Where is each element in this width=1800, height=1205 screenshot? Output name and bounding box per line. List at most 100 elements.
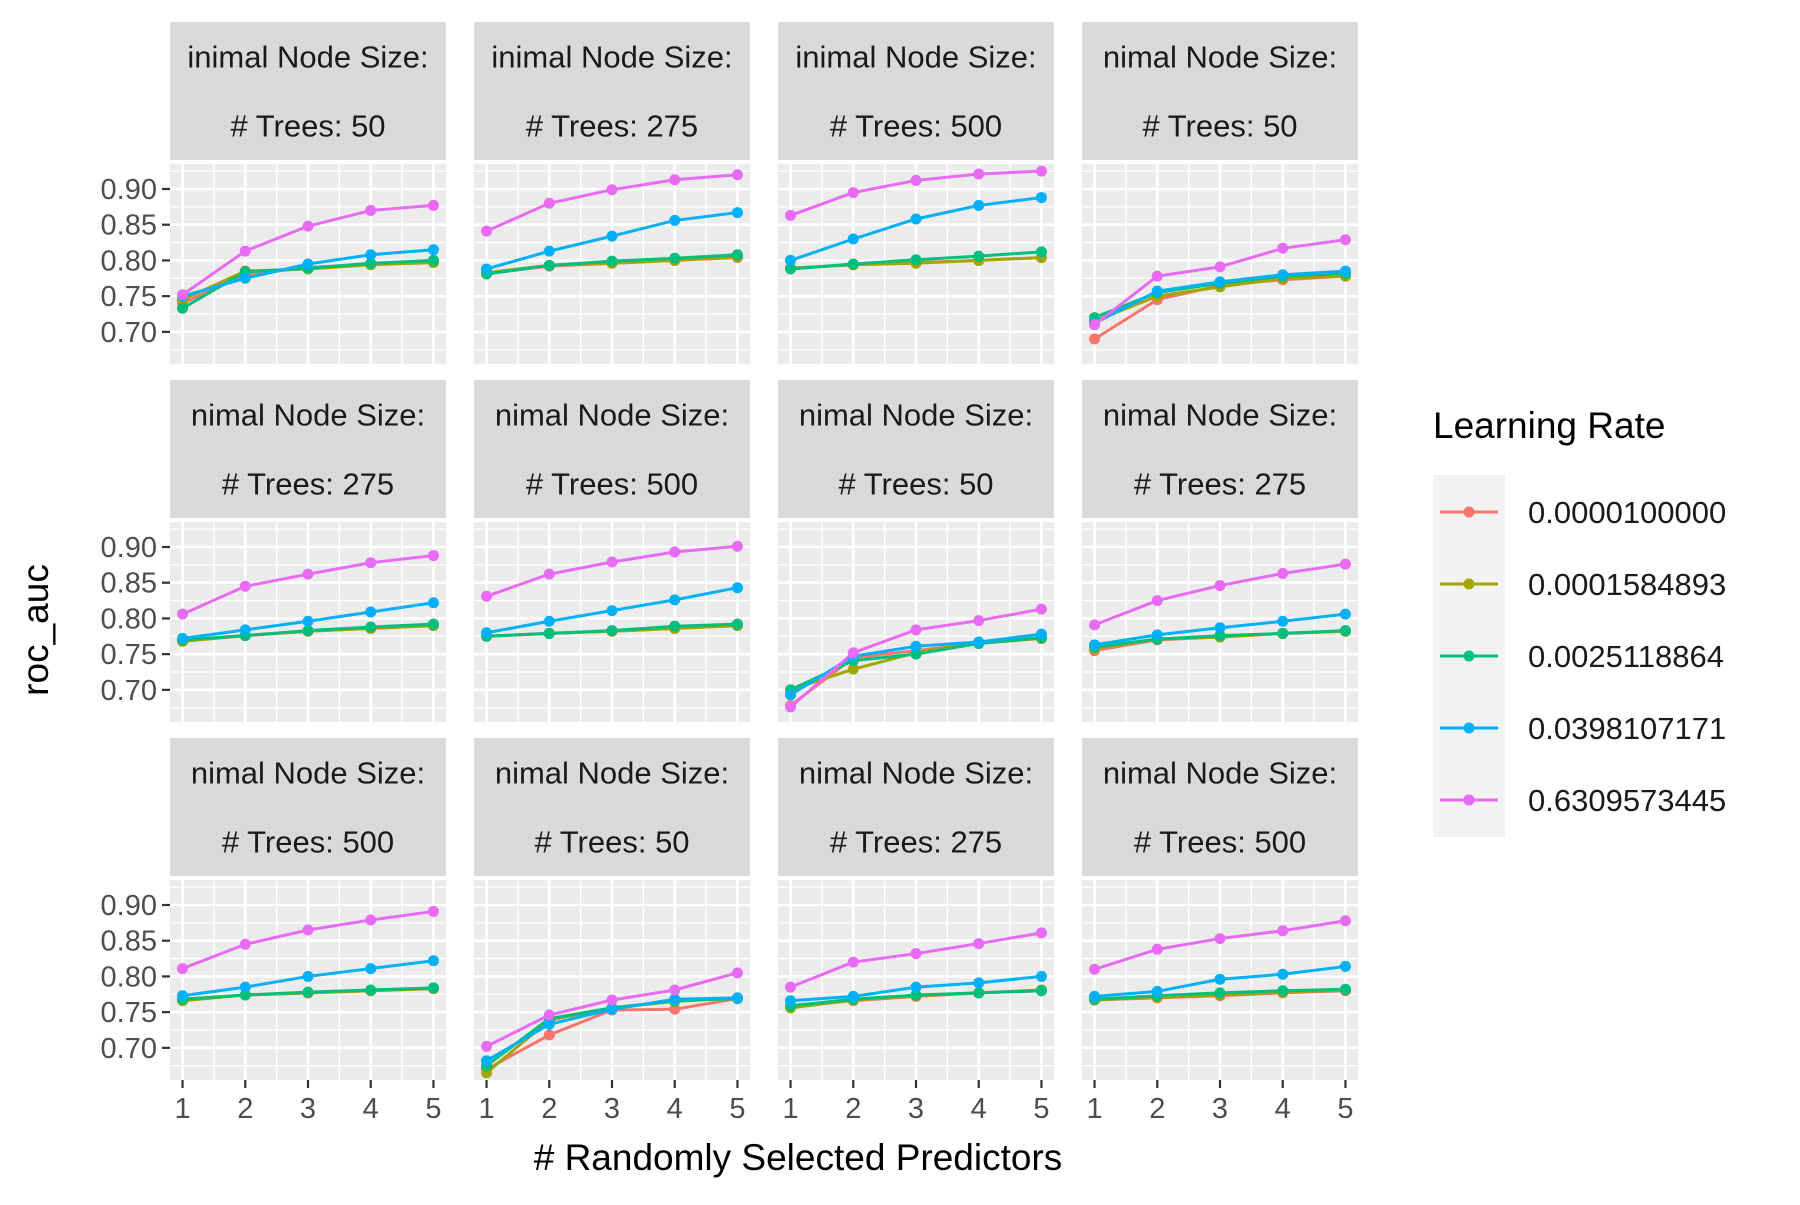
facet-strip-bottom-label: # Trees: 275 [830, 825, 1002, 860]
facet-strip-top [1082, 380, 1358, 449]
facet-strip-top-label: nimal Node Size: [1103, 398, 1337, 433]
x-tick-label: 3 [604, 1093, 620, 1125]
data-point [427, 618, 439, 630]
data-point [731, 967, 743, 979]
facet-strip-bottom [170, 807, 446, 876]
y-tick-label: 0.75 [101, 997, 157, 1029]
data-point [1035, 603, 1047, 615]
data-point [1339, 960, 1351, 972]
data-point [302, 258, 314, 270]
data-point [302, 970, 314, 982]
facet-strip-bottom-label: # Trees: 500 [526, 467, 698, 502]
facet-strip-bottom-label: # Trees: 275 [526, 109, 698, 144]
data-point [543, 197, 555, 209]
y-tick-label: 0.85 [101, 568, 157, 600]
y-tick-label: 0.85 [101, 926, 157, 958]
data-point [481, 1055, 493, 1067]
data-point [1214, 933, 1226, 945]
data-point [1214, 276, 1226, 288]
data-point [302, 924, 314, 936]
facet-panel: nimal Node Size: # Trees: 275 0.70 0.75 0.80… [101, 380, 446, 722]
data-point [910, 981, 922, 993]
data-point [1151, 629, 1163, 641]
y-tick-label: 0.70 [101, 1033, 157, 1065]
data-point [1277, 968, 1289, 980]
data-point [365, 257, 377, 269]
data-point [1277, 567, 1289, 579]
data-point [1339, 265, 1351, 277]
x-tick-label: 4 [971, 1093, 987, 1125]
data-point [239, 981, 251, 993]
x-tick-label: 3 [908, 1093, 924, 1125]
data-point [606, 230, 618, 242]
facet-panel: nimal Node Size: # Trees: 275 1 2 3 4 5 [778, 738, 1054, 1125]
data-point [177, 289, 189, 301]
data-point [365, 606, 377, 618]
data-point [669, 1003, 681, 1015]
data-point [543, 259, 555, 271]
data-point [365, 621, 377, 633]
data-point [731, 618, 743, 630]
data-point [239, 938, 251, 950]
data-point [785, 254, 797, 266]
facet-strip-top [778, 380, 1054, 449]
data-point [177, 632, 189, 644]
y-tick-label: 0.80 [101, 961, 157, 993]
data-point [973, 615, 985, 627]
data-point [427, 982, 439, 994]
y-tick-label: 0.70 [101, 675, 157, 707]
facet-panel: nimal Node Size: # Trees: 50 [1082, 22, 1358, 364]
facet-strip-bottom-label: # Trees: 500 [1134, 825, 1306, 860]
data-point [731, 540, 743, 552]
facet-panel: nimal Node Size: # Trees: 500 1 2 3 4 5 [1082, 738, 1358, 1125]
data-point [731, 169, 743, 181]
data-point [785, 701, 797, 713]
data-point [785, 995, 797, 1007]
x-tick-label: 4 [363, 1093, 379, 1125]
data-point [1214, 630, 1226, 642]
data-point [910, 989, 922, 1001]
facet-strip-bottom [1082, 807, 1358, 876]
facet-strip-bottom-label: # Trees: 275 [222, 467, 394, 502]
data-point [1339, 915, 1351, 927]
data-point [1089, 319, 1101, 331]
data-point [669, 252, 681, 264]
facet-strip-top-label: nimal Node Size: [799, 756, 1033, 791]
facet-strip-top-label: nimal Node Size: [799, 398, 1033, 433]
facet-strip-bottom-label: # Trees: 50 [230, 109, 385, 144]
data-point [1089, 990, 1101, 1002]
data-point [1214, 973, 1226, 985]
data-point [1035, 192, 1047, 204]
data-point [1035, 246, 1047, 258]
data-point [481, 263, 493, 275]
data-point [481, 225, 493, 237]
data-point [669, 594, 681, 606]
data-point [427, 550, 439, 562]
data-point [481, 1040, 493, 1052]
data-point [910, 254, 922, 266]
data-point [606, 184, 618, 196]
data-point [543, 627, 555, 639]
data-point [302, 568, 314, 580]
facet-strip-top [778, 738, 1054, 807]
x-tick-label: 1 [782, 1093, 798, 1125]
data-point [910, 648, 922, 660]
data-point [427, 955, 439, 967]
data-point [239, 272, 251, 284]
legend-entry-label: 0.0000100000 [1528, 495, 1726, 530]
facet-strip-top-label: nimal Node Size: [1103, 40, 1337, 75]
facet-panel: inimal Node Size: # Trees: 275 [474, 22, 750, 364]
facet-strip-bottom [170, 449, 446, 518]
legend-title: Learning Rate [1433, 405, 1665, 446]
y-tick-label: 0.85 [101, 210, 157, 242]
x-tick-label: 1 [1086, 1093, 1102, 1125]
data-point [731, 582, 743, 594]
facet-strip-bottom [778, 449, 1054, 518]
data-point [847, 956, 859, 968]
data-point [239, 580, 251, 592]
data-point [1089, 619, 1101, 631]
facet-strip-bottom-label: # Trees: 275 [1134, 467, 1306, 502]
data-point [606, 605, 618, 617]
facet-strip-bottom-label: # Trees: 50 [534, 825, 689, 860]
